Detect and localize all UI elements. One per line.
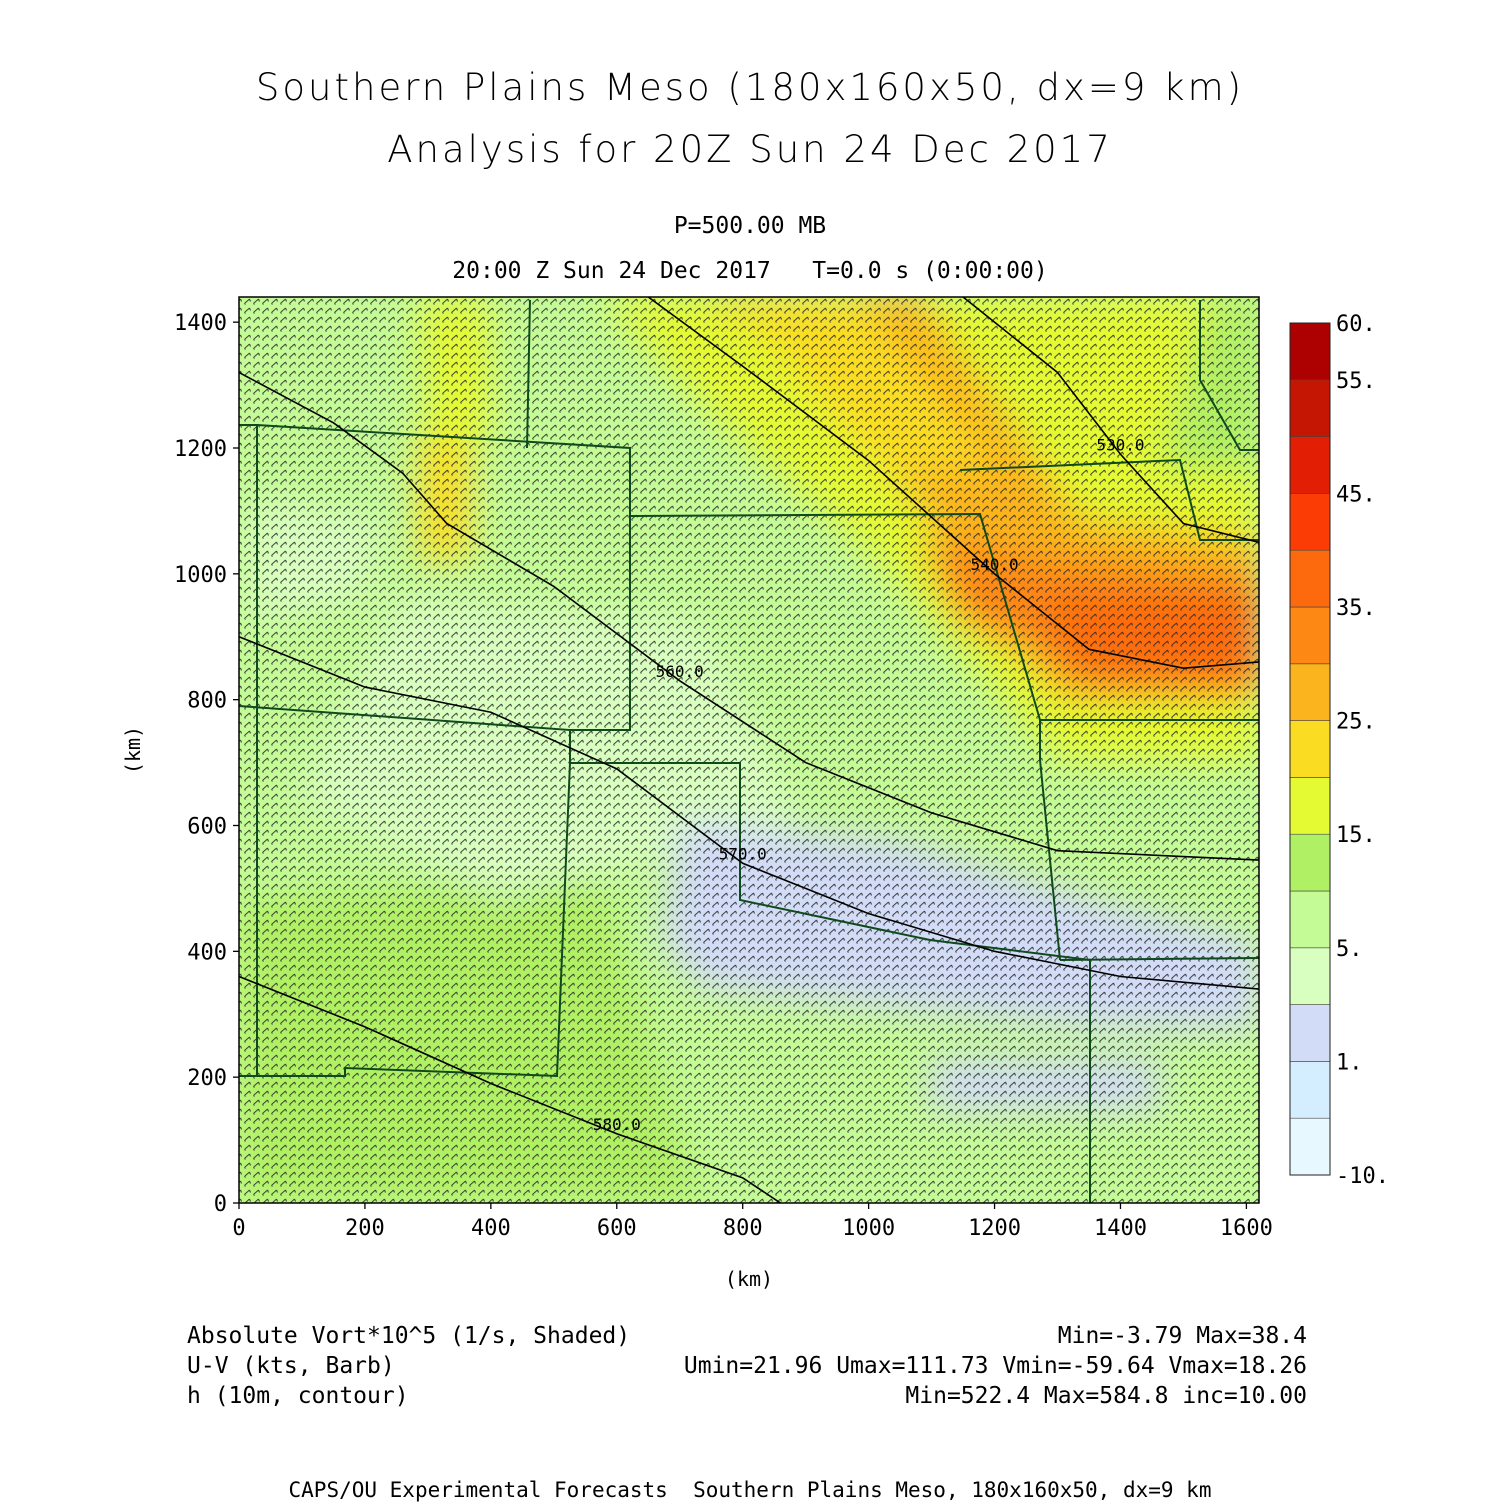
colorbar-tick-label: 25. bbox=[1336, 710, 1376, 735]
vorticity-shading: 560.0 570.0 580.0 540.0 530.0 bbox=[239, 297, 1259, 1203]
valid-time-label: 20:00 Z Sun 24 Dec 2017 T=0.0 s (0:00:00… bbox=[452, 258, 1048, 284]
contour-label: 580.0 bbox=[593, 1115, 641, 1134]
y-axis-label: (km) bbox=[121, 726, 145, 774]
y-tick-label: 0 bbox=[214, 1192, 227, 1217]
colorbar-swatch bbox=[1289, 322, 1331, 381]
y-tick-label: 800 bbox=[187, 689, 227, 714]
height-contour bbox=[962, 297, 1259, 544]
colorbar-swatch bbox=[1289, 436, 1331, 494]
height-contour bbox=[239, 636, 1259, 990]
colorbar-swatch bbox=[1289, 1004, 1331, 1062]
y-tick-label: 600 bbox=[187, 815, 227, 840]
colorbar-tick-label: 15. bbox=[1336, 823, 1376, 848]
colorbar-swatch bbox=[1289, 1117, 1331, 1176]
colorbar-tick-label: 1. bbox=[1336, 1050, 1363, 1075]
axes: 0 200 400 600 800 1000 1200 1400 1600 0 200 400 600 8… bbox=[121, 311, 1273, 1291]
colorbar-swatch bbox=[1289, 549, 1331, 608]
plot-frame bbox=[238, 296, 1260, 1204]
height-contour bbox=[239, 975, 781, 1203]
y-tick-label: 1400 bbox=[174, 311, 227, 336]
x-tick-label: 600 bbox=[597, 1216, 637, 1241]
credit-line: CAPS/OU Experimental Forecasts Southern … bbox=[288, 1478, 1212, 1502]
colorbar-tick-label: 5. bbox=[1336, 937, 1363, 962]
x-tick-label: 1000 bbox=[842, 1216, 895, 1241]
colorbar-tick-label: 45. bbox=[1336, 482, 1376, 507]
contour-label: 530.0 bbox=[1096, 435, 1144, 454]
x-axis-label: (km) bbox=[725, 1267, 773, 1291]
colorbar-swatch bbox=[1289, 379, 1331, 437]
footer-field3-stats: Min=522.4 Max=584.8 inc=10.00 bbox=[905, 1383, 1307, 1409]
x-tick-label: 1200 bbox=[968, 1216, 1021, 1241]
y-tick-label: 200 bbox=[187, 1066, 227, 1091]
chart-title-line2: Analysis for 20Z Sun 24 Dec 2017 bbox=[387, 128, 1113, 171]
colorbar-swatch bbox=[1289, 890, 1331, 949]
pressure-level-label: P=500.00 MB bbox=[673, 213, 827, 239]
height-contour bbox=[647, 297, 1259, 670]
colorbar-tick-label: 55. bbox=[1336, 369, 1376, 394]
x-tick-label: 1600 bbox=[1220, 1216, 1273, 1241]
colorbar-swatch bbox=[1289, 493, 1331, 551]
x-tick-label: 800 bbox=[723, 1216, 763, 1241]
x-tick-label: 400 bbox=[471, 1216, 511, 1241]
x-tick-label: 0 bbox=[232, 1216, 245, 1241]
chart-title-line1: Southern Plains Meso (180x160x50, dx=9 k… bbox=[255, 66, 1245, 109]
colorbar-tick-label: 60. bbox=[1336, 312, 1376, 337]
colorbar-swatch bbox=[1289, 663, 1331, 721]
colorbar-tick-label: 35. bbox=[1336, 596, 1376, 621]
y-tick-label: 1000 bbox=[174, 563, 227, 588]
footer-field1-stats: Min=-3.79 Max=38.4 bbox=[1057, 1323, 1307, 1349]
colorbar-tick-label: -10. bbox=[1336, 1164, 1389, 1189]
height-contour bbox=[239, 371, 1259, 861]
x-tick-label: 1400 bbox=[1094, 1216, 1147, 1241]
footer-field2-stats: Umin=21.96 Umax=111.73 Vmin=-59.64 Vmax=… bbox=[683, 1353, 1307, 1379]
state-borders bbox=[239, 299, 1259, 1203]
contour-label: 540.0 bbox=[970, 555, 1018, 574]
y-tick-label: 1200 bbox=[174, 437, 227, 462]
colorbar-swatch bbox=[1289, 833, 1331, 892]
colorbar-swatch bbox=[1289, 1061, 1331, 1119]
y-tick-label: 400 bbox=[187, 940, 227, 965]
contour-label: 570.0 bbox=[719, 844, 767, 863]
colorbar-swatch bbox=[1289, 720, 1331, 778]
colorbar: 60. 55. 45. 35. 25. 15. 5. 1. -10. bbox=[1289, 312, 1389, 1189]
x-tick-label: 200 bbox=[345, 1216, 385, 1241]
colorbar-swatch bbox=[1289, 947, 1331, 1005]
colorbar-swatch bbox=[1289, 777, 1331, 835]
contour-label: 560.0 bbox=[656, 662, 704, 681]
colorbar-swatch bbox=[1289, 606, 1331, 665]
colorbar-frame bbox=[1289, 322, 1331, 1176]
footer-field3-label: h (10m, contour) bbox=[187, 1383, 409, 1409]
height-contours: 560.0 570.0 580.0 540.0 530.0 bbox=[239, 297, 1259, 1203]
footer-field1-label: Absolute Vort*10^5 (1/s, Shaded) bbox=[187, 1323, 631, 1349]
footer-field2-label: U-V (kts, Barb) bbox=[187, 1353, 395, 1379]
